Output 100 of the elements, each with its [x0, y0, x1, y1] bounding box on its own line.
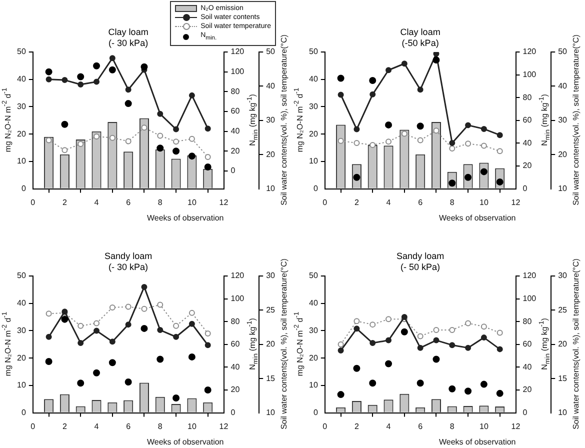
y2-tick-label: 80	[522, 316, 532, 326]
point	[45, 68, 52, 76]
x-tick-label: 6	[418, 198, 424, 207]
point	[157, 327, 164, 334]
x-tick-label: 10	[187, 422, 197, 431]
y3-tick-label: 10	[266, 184, 276, 194]
point	[157, 302, 164, 308]
x-tick-label: 0	[322, 422, 328, 431]
point	[204, 342, 211, 348]
point	[385, 121, 392, 128]
y2-tick-label: 120	[230, 47, 245, 56]
point	[417, 86, 424, 93]
point	[433, 52, 440, 57]
y3-tick-label: 15	[266, 374, 276, 383]
point	[93, 369, 100, 376]
point	[78, 141, 84, 147]
point	[188, 136, 195, 142]
y2-tick-label: 60	[522, 340, 532, 349]
point	[78, 322, 84, 329]
point	[337, 391, 344, 398]
point	[188, 320, 195, 327]
point	[386, 138, 392, 145]
y2-tick-label: 0	[230, 408, 236, 418]
point	[354, 318, 360, 324]
y2-tick-label: 120	[522, 271, 537, 280]
y3-axis-title: Soil water contents(vol. %), soil temperature(°C)	[572, 258, 580, 430]
point	[78, 340, 84, 346]
point	[354, 126, 360, 132]
point	[369, 77, 376, 84]
point	[449, 140, 456, 146]
y3-tick-label: 30	[558, 271, 568, 280]
point	[496, 148, 503, 154]
x-tick-label: 10	[479, 198, 489, 207]
y2-tick-label: 0	[522, 184, 528, 194]
x-tick-label: 2	[354, 422, 360, 431]
x-tick-label: 0	[30, 198, 36, 207]
x-axis-title: Weeks of observation	[438, 437, 516, 446]
point	[94, 133, 100, 140]
x-tick-label: 0	[322, 198, 328, 207]
x-tick-label: 2	[62, 198, 68, 207]
x-tick-label: 12	[219, 422, 229, 431]
y-tick-label: 30	[16, 326, 26, 335]
y2-tick-label: 80	[230, 316, 240, 326]
point	[480, 380, 488, 388]
point	[369, 380, 376, 387]
y2-tick-label: 60	[230, 340, 240, 349]
point	[433, 337, 440, 344]
point	[156, 144, 164, 152]
point	[417, 137, 424, 144]
y3-tick-label: 50	[558, 47, 568, 56]
point	[140, 63, 148, 70]
y-tick-label: 20	[308, 353, 318, 362]
point	[124, 100, 132, 108]
y3-tick-label: 15	[558, 374, 568, 383]
point	[172, 148, 180, 155]
y2-tick-label: 120	[522, 47, 537, 56]
point	[109, 55, 116, 62]
y-tick-label: 50	[308, 47, 318, 56]
y2-tick-label: 120	[230, 271, 245, 280]
y-tick-label: 0	[21, 408, 26, 418]
point	[78, 81, 84, 88]
y2-tick-label: 100	[230, 294, 245, 304]
x-tick-label: 4	[386, 198, 392, 207]
x-tick-label: 4	[94, 422, 100, 431]
point	[370, 142, 376, 148]
y3-tick-label: 30	[266, 116, 276, 125]
y3-axis-title: Soil water contents(vol. %), soil temperature(°C)	[280, 34, 288, 206]
y-tick-label: 10	[16, 156, 26, 166]
y3-axis-title: Soil water contents(vol. %), soil temperature(°C)	[572, 34, 580, 206]
point	[188, 152, 196, 160]
point	[77, 73, 84, 80]
point	[188, 353, 196, 360]
point	[480, 334, 487, 341]
x-tick-label: 10	[187, 198, 197, 207]
point	[125, 322, 132, 328]
y2-tick-label: 0	[230, 166, 236, 176]
y3-axis-title: Soil water contents(vol. %), soil temperature(°C)	[280, 258, 288, 430]
chart-title: Sandy loam (- 50 kPa)	[396, 251, 444, 273]
y3-tick-label: 25	[558, 305, 568, 314]
y-tick-label: 10	[16, 380, 26, 390]
point	[449, 145, 456, 152]
point	[338, 341, 344, 348]
point	[204, 163, 212, 170]
x-tick-label: 4	[386, 422, 392, 431]
y2-tick-label: 60	[522, 116, 532, 125]
point	[338, 348, 344, 354]
point	[109, 134, 116, 141]
point	[46, 334, 52, 340]
y-tick-label: 40	[308, 298, 318, 308]
point	[125, 86, 132, 93]
point	[448, 385, 456, 392]
chart-title: Sandy loam (- 30 kPa)	[104, 251, 152, 273]
x-tick-label: 6	[126, 422, 132, 431]
point	[124, 378, 132, 386]
point	[109, 338, 116, 345]
point	[496, 330, 503, 336]
y2-tick-label: 80	[230, 86, 240, 96]
point	[449, 327, 456, 334]
chart-title: Clay loam (- 30 kPa)	[108, 27, 148, 49]
point	[401, 130, 408, 137]
